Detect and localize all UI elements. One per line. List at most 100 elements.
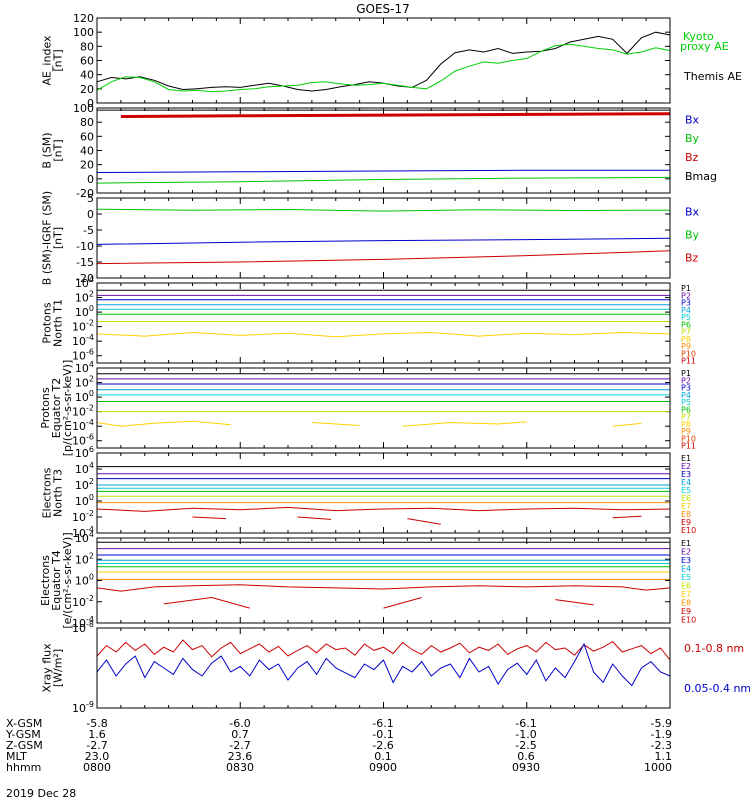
- y-tick-label: 120: [73, 12, 94, 25]
- legend-item: P10: [681, 434, 696, 443]
- y-tick-label: 10-4: [72, 418, 94, 433]
- legend-item: P9: [681, 427, 691, 436]
- y-tick-label: 10-2: [72, 404, 94, 419]
- y-tick-label: 0: [87, 97, 94, 110]
- y-axis-label: North T1: [52, 299, 65, 347]
- orbit-value: -2.3: [651, 739, 672, 752]
- series-kyoto-proxy-ae: [96, 43, 671, 93]
- y-tick-label: -5: [83, 224, 94, 237]
- legend-item: P8: [681, 420, 691, 429]
- y-tick-label: 100: [75, 493, 94, 508]
- panel-frame: [96, 107, 671, 194]
- y-axis-label: Equator T4: [50, 550, 63, 610]
- legend-item: By: [685, 229, 700, 242]
- y-tick-label: 106: [75, 445, 94, 460]
- legend-item: P11: [681, 442, 696, 451]
- panel-frame: [96, 627, 671, 709]
- y-tick-label: 10-2: [72, 319, 94, 334]
- y-axis-label: Electrons: [39, 555, 52, 606]
- series-e10c: [407, 518, 441, 525]
- orbit-table: X-GSM -5.8 -6.0 -6.1 -6.1 -5.9 Y-GSM 1.6 0.7 -0.1…: [5, 717, 672, 774]
- y-tick-label: 10-4: [72, 615, 94, 630]
- y-tick-label: -10: [76, 240, 94, 253]
- y-axis-label: Protons: [41, 302, 54, 343]
- orbit-value: -2.7: [229, 739, 250, 752]
- legend-item: P1: [681, 284, 691, 293]
- y-tick-label: 102: [75, 290, 94, 305]
- legend-item: 0.1-0.8 nm: [684, 642, 744, 655]
- y-tick-label: 60: [80, 55, 94, 68]
- y-axis-label: [nT]: [52, 139, 65, 161]
- y-tick-label: 102: [75, 477, 94, 492]
- y-tick-label: 5: [87, 192, 94, 205]
- series-bx: [96, 237, 671, 245]
- y-tick-label: 100: [75, 389, 94, 404]
- y-tick-label: 40: [80, 69, 94, 82]
- y-tick-label: 0: [87, 208, 94, 221]
- legend-item: E4: [681, 565, 691, 574]
- y-tick-label: -20: [76, 272, 94, 285]
- series-p8c: [402, 421, 527, 427]
- legend-item: P2: [681, 376, 691, 385]
- y-tick-label: 100: [75, 304, 94, 319]
- orbit-value: 0800: [83, 761, 111, 774]
- orbit-value: -6.1: [372, 717, 393, 730]
- orbit-value: 1.1: [655, 750, 673, 763]
- legend-item: E2: [681, 462, 691, 471]
- y-tick-label: 104: [75, 461, 94, 476]
- y-axis-label: B (SM): [41, 132, 54, 168]
- legend-item: E7: [681, 502, 691, 511]
- orbit-value: -6.1: [515, 717, 536, 730]
- y-axis-label: Protons: [39, 387, 52, 428]
- date-label: 2019 Dec 28: [6, 787, 76, 800]
- y-axis-label: [W/m²]: [52, 649, 65, 687]
- legend-item: P5: [681, 313, 691, 322]
- legend-item: Bx: [685, 206, 700, 219]
- series-e10a: [163, 597, 212, 605]
- legend-item: 0.05-0.4 nm: [684, 682, 750, 695]
- series-e10d: [555, 599, 594, 606]
- y-tick-label: 102: [75, 551, 94, 566]
- panel-frame: [96, 17, 671, 104]
- series-by: [96, 208, 671, 212]
- legend-item: Bx: [685, 113, 700, 126]
- legend-item: Bmag: [685, 170, 717, 183]
- legend-item: P10: [681, 349, 696, 358]
- legend-item: E7: [681, 590, 691, 599]
- panel-frame: [96, 452, 671, 534]
- series-bz: [96, 250, 671, 265]
- series-e10d: [612, 515, 642, 519]
- legend-item: Kyoto: [683, 30, 714, 43]
- y-tick-label: -15: [76, 256, 94, 269]
- y-axis-label: Electrons: [41, 467, 54, 518]
- orbit-value: 0830: [226, 761, 254, 774]
- orbit-value: 1000: [644, 761, 672, 774]
- series-p8: [96, 331, 671, 338]
- y-tick-label: 0: [87, 173, 94, 186]
- legend-item: E3: [681, 470, 691, 479]
- series-p8a: [96, 420, 231, 427]
- y-tick-label: 10-2: [72, 594, 94, 609]
- legend-item: P4: [681, 391, 691, 400]
- orbit-value: 0900: [369, 761, 397, 774]
- orbit-value: -6.0: [229, 717, 250, 730]
- legend-item: P3: [681, 384, 691, 393]
- series-by: [96, 176, 671, 184]
- y-tick-label: 10-6: [72, 433, 94, 448]
- legend-item: P6: [681, 405, 691, 414]
- y-tick-label: 104: [75, 530, 94, 545]
- series-p8d: [612, 422, 642, 427]
- y-tick-label: 10-6: [72, 348, 94, 363]
- legend-item: E8: [681, 599, 691, 608]
- orbit-value: 0.1: [374, 750, 392, 763]
- y-tick-label: 80: [80, 116, 94, 129]
- panel-3: -20 -15 -10 -5 0 5 B (SM)-IGRF (SM)[nT] Bx By Bz: [41, 191, 700, 285]
- y-tick-label: 60: [80, 130, 94, 143]
- orbit-value: -1.9: [651, 728, 672, 741]
- legend-item: E1: [681, 539, 691, 548]
